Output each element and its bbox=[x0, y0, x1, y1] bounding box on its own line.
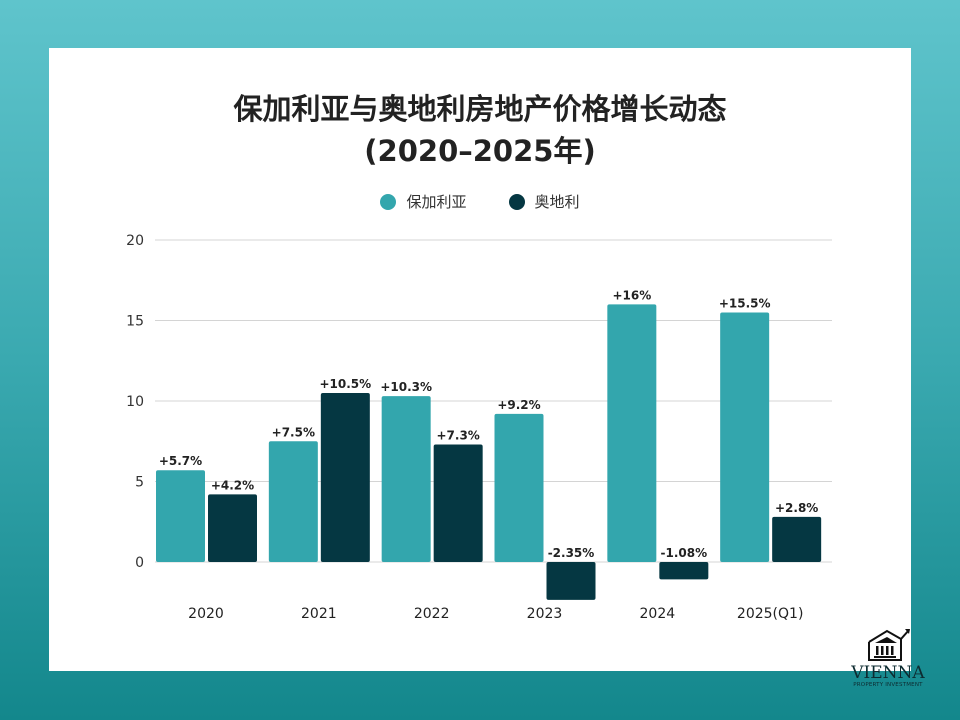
chart-title: 保加利亚与奥地利房地产价格增长动态 (2020–2025年) bbox=[49, 88, 911, 172]
data-label: +7.3% bbox=[436, 428, 479, 442]
data-label: +4.2% bbox=[211, 478, 254, 492]
data-label: +7.5% bbox=[272, 425, 315, 439]
data-label: +9.2% bbox=[497, 398, 540, 412]
data-label: +16% bbox=[612, 288, 651, 302]
x-tick-label: 2023 bbox=[527, 606, 563, 622]
bar-austria bbox=[772, 516, 822, 562]
x-tick-label: 2020 bbox=[188, 606, 224, 622]
legend: 保加利亚 奥地利 bbox=[49, 191, 911, 212]
building-icon bbox=[863, 626, 910, 662]
legend-label: 奥地利 bbox=[534, 193, 580, 211]
y-tick-label: 10 bbox=[126, 394, 144, 410]
legend-item-austria: 奥地利 bbox=[508, 191, 580, 212]
data-label: +15.5% bbox=[719, 296, 771, 310]
legend-label: 保加利亚 bbox=[406, 193, 467, 211]
x-tick-label: 2022 bbox=[414, 606, 450, 622]
logo-name: VIENNA bbox=[851, 663, 925, 683]
bar-bulgaria bbox=[268, 441, 318, 562]
data-label: -2.35% bbox=[548, 546, 595, 560]
vienna-logo: VIENNA PROPERTY INVESTMENT bbox=[838, 626, 938, 688]
bar-austria bbox=[208, 494, 257, 562]
bar-bulgaria bbox=[494, 413, 544, 562]
x-tick-label: 2021 bbox=[301, 606, 337, 622]
x-tick-label: 2025(Q1) bbox=[737, 606, 803, 622]
title-line-1: 保加利亚与奥地利房地产价格增长动态 bbox=[233, 92, 727, 126]
legend-swatch bbox=[380, 193, 397, 210]
legend-swatch bbox=[508, 193, 525, 210]
y-tick-label: 0 bbox=[135, 555, 144, 571]
y-tick-label: 5 bbox=[135, 475, 144, 491]
bar-austria bbox=[320, 392, 370, 562]
data-label: +10.3% bbox=[380, 380, 432, 394]
data-label: -1.08% bbox=[661, 546, 708, 560]
legend-item-bulgaria: 保加利亚 bbox=[380, 191, 467, 212]
bar-austria bbox=[546, 562, 596, 600]
bar-bulgaria bbox=[156, 470, 205, 562]
logo-subtitle: PROPERTY INVESTMENT bbox=[853, 682, 923, 688]
y-tick-label: 20 bbox=[126, 233, 144, 249]
bar-austria bbox=[659, 562, 709, 580]
data-label: +2.8% bbox=[775, 501, 818, 515]
bar-bulgaria bbox=[381, 396, 431, 562]
data-label: +10.5% bbox=[319, 377, 371, 391]
x-tick-label: 2024 bbox=[640, 606, 676, 622]
data-label: +5.7% bbox=[159, 454, 202, 468]
bar-bulgaria bbox=[607, 304, 657, 562]
bar-austria bbox=[433, 444, 483, 562]
title-line-2: (2020–2025年) bbox=[364, 134, 596, 168]
y-tick-label: 15 bbox=[126, 314, 144, 330]
bar-bulgaria bbox=[720, 312, 770, 562]
